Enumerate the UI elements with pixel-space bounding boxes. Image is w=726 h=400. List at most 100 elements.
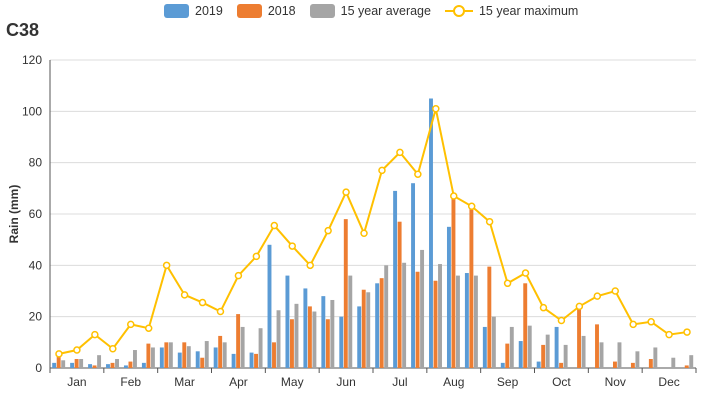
bar-2018 — [505, 343, 510, 368]
line-point-15-year-maximum — [647, 318, 655, 326]
line-point-15-year-maximum — [557, 316, 566, 325]
bar-2019 — [482, 326, 487, 368]
line-point-15-year-maximum — [324, 226, 332, 235]
x-tick-label: Dec — [658, 375, 679, 389]
bar-15-year-average — [563, 344, 568, 368]
bar-15-year-average — [240, 326, 245, 368]
y-tick-label: 100 — [22, 104, 42, 118]
bar-2018 — [307, 306, 312, 368]
bar-2018 — [469, 208, 474, 368]
x-tick-label: Oct — [552, 375, 571, 389]
bar-15-year-average — [168, 342, 173, 368]
legend-item-15-year-maximum[interactable]: 15 year maximum — [444, 4, 579, 18]
line-point-15-year-maximum — [73, 346, 81, 354]
bar-15-year-average — [330, 299, 335, 368]
bar-15-year-average — [420, 249, 425, 368]
x-tick-label: Apr — [229, 375, 248, 389]
bar-15-year-average — [186, 346, 191, 368]
bar-2018 — [289, 319, 294, 368]
bar-2018 — [56, 355, 61, 368]
bar-2018 — [254, 353, 259, 368]
line-point-15-year-maximum — [450, 192, 458, 200]
y-tick-label: 120 — [22, 53, 42, 67]
line-point-15-year-maximum — [503, 279, 512, 288]
bar-2018 — [415, 271, 420, 368]
legend-item-15-year-average[interactable]: 15 year average — [309, 4, 431, 18]
y-tick-label: 80 — [29, 156, 43, 170]
line-point-15-year-maximum — [127, 320, 135, 329]
legend-label-15-year-average: 15 year average — [340, 4, 431, 18]
legend-swatch-15-year-average — [309, 4, 335, 18]
bar-2019 — [195, 351, 200, 368]
bar-2019 — [141, 362, 146, 368]
x-tick-label: Mar — [174, 375, 195, 389]
bar-15-year-average — [491, 316, 496, 368]
line-point-15-year-maximum — [396, 148, 404, 157]
bar-2018 — [577, 307, 582, 368]
line-point-15-year-maximum — [683, 328, 691, 336]
bar-2018 — [110, 362, 115, 368]
bar-15-year-average — [384, 265, 389, 368]
bar-15-year-average — [258, 328, 263, 368]
bar-2019 — [554, 326, 559, 368]
legend-item-2018[interactable]: 2018 — [236, 4, 296, 18]
bar-15-year-average — [581, 335, 586, 368]
bar-2018 — [433, 280, 438, 368]
legend-item-2019[interactable]: 2019 — [164, 4, 223, 18]
bar-15-year-average — [294, 303, 299, 368]
x-tick-label: Aug — [443, 375, 464, 389]
bar-2019 — [249, 352, 254, 368]
bar-2018 — [559, 362, 564, 368]
bar-2019 — [321, 296, 326, 368]
legend-swatch-2019 — [164, 4, 189, 18]
bar-2018 — [648, 359, 653, 368]
line-point-15-year-maximum — [360, 229, 368, 237]
bar-2019 — [213, 347, 218, 368]
line-point-15-year-maximum — [575, 302, 584, 311]
bar-2019 — [267, 244, 272, 368]
bar-2018 — [146, 343, 151, 368]
bar-2019 — [464, 273, 469, 368]
bar-15-year-average — [545, 334, 550, 368]
bar-15-year-average — [61, 360, 66, 368]
bar-2019 — [446, 226, 451, 368]
bar-2018 — [684, 365, 689, 368]
line-point-15-year-maximum — [198, 298, 207, 307]
legend-label-2019: 2019 — [195, 4, 223, 18]
bar-15-year-average — [204, 341, 209, 368]
bar-15-year-average — [653, 347, 658, 368]
bar-2018 — [487, 266, 492, 368]
line-point-15-year-maximum — [629, 320, 637, 329]
bar-15-year-average — [366, 292, 371, 368]
bar-2019 — [70, 362, 75, 368]
line-point-15-year-maximum — [109, 345, 117, 353]
line-point-15-year-maximum — [611, 287, 619, 295]
bar-2018 — [182, 342, 187, 368]
line-point-15-year-maximum — [252, 252, 261, 261]
x-tick-label: Feb — [120, 375, 141, 389]
bar-2018 — [361, 289, 366, 368]
bar-2019 — [177, 352, 182, 368]
bar-2019 — [285, 275, 290, 368]
bar-15-year-average — [150, 347, 155, 368]
bar-15-year-average — [222, 342, 227, 368]
line-point-15-year-maximum — [234, 271, 243, 280]
legend-line-marker-icon — [444, 4, 473, 18]
line-point-15-year-maximum — [539, 303, 548, 312]
bar-2019 — [106, 364, 110, 368]
line-point-15-year-maximum — [665, 330, 673, 339]
legend-label-15-year-maximum: 15 year maximum — [478, 4, 579, 18]
bar-2018 — [218, 335, 223, 368]
bar-2018 — [397, 221, 402, 368]
x-tick-label: Jul — [392, 375, 407, 389]
bar-2018 — [236, 314, 241, 368]
x-tick-label: Jan — [67, 375, 86, 389]
line-point-15-year-maximum — [414, 170, 422, 178]
x-tick-label: Nov — [605, 375, 626, 389]
line-point-15-year-maximum — [91, 330, 99, 339]
bar-15-year-average — [473, 275, 478, 368]
line-point-15-year-maximum — [288, 242, 296, 250]
bar-2018 — [523, 283, 528, 368]
bar-2018 — [92, 365, 97, 368]
